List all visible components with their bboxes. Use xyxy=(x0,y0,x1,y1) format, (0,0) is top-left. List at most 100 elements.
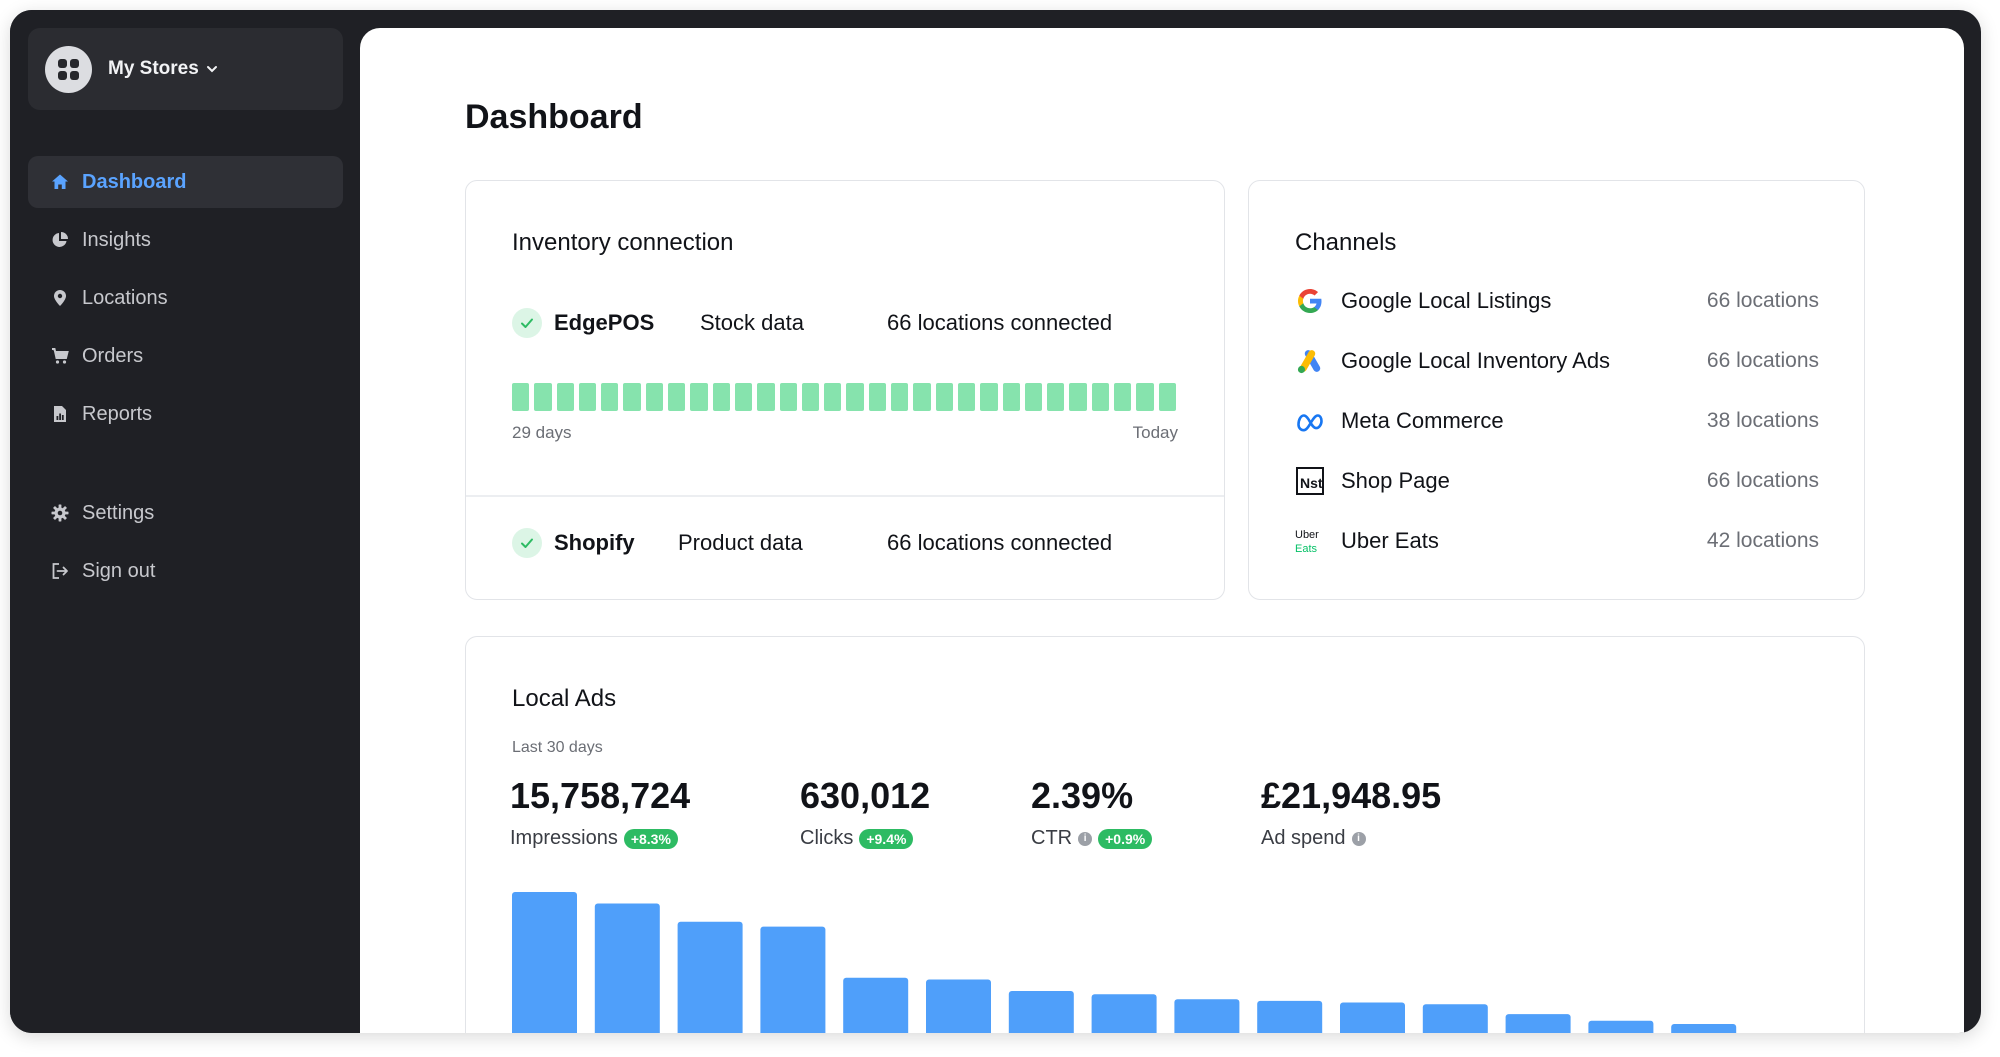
sidebar-item-label: Locations xyxy=(82,286,168,309)
uptime-segment xyxy=(712,383,730,411)
uptime-segment xyxy=(534,383,552,411)
info-icon[interactable]: i xyxy=(1351,831,1366,846)
kpi-ctr: 2.39% CTR i +0.9% xyxy=(1031,775,1153,850)
uptime-segment xyxy=(734,383,753,411)
chart-bar[interactable] xyxy=(1588,1020,1654,1033)
chart-bar[interactable] xyxy=(677,921,743,1033)
uptime-segment xyxy=(1136,383,1154,411)
chart-bar[interactable] xyxy=(926,979,991,1033)
uptime-segment xyxy=(801,383,820,411)
uptime-segment xyxy=(623,383,641,411)
info-icon[interactable]: i xyxy=(1078,831,1093,846)
sidebar-item-label: Reports xyxy=(82,402,153,425)
local-ads-card: Local Ads Last 30 days 15,758,724 Impres… xyxy=(465,636,1865,1033)
google-ads-icon xyxy=(1295,346,1325,376)
inventory-row-edgepos: EdgePOS Stock data 66 locations connecte… xyxy=(512,308,1192,338)
channel-location-count: 38 locations xyxy=(1706,409,1819,432)
report-icon xyxy=(50,404,70,424)
chart-bar[interactable] xyxy=(1671,1024,1737,1033)
channel-name: Meta Commerce xyxy=(1341,408,1504,433)
pie-chart-icon xyxy=(50,230,70,250)
channel-google-local-listings[interactable]: Google Local Listings 66 locations xyxy=(1295,283,1819,319)
channel-name: Shop Page xyxy=(1341,468,1450,493)
card-title: Channels xyxy=(1295,229,1397,256)
channel-uber-eats[interactable]: Uber Eats Uber Eats 42 locations xyxy=(1295,523,1819,559)
uptime-segment xyxy=(1069,383,1087,411)
data-type: Stock data xyxy=(700,310,804,335)
chart-bar[interactable] xyxy=(760,926,826,1033)
sidebar-item-locations[interactable]: Locations xyxy=(28,272,343,324)
chart-bar[interactable] xyxy=(1422,1004,1488,1033)
uptime-segment xyxy=(980,383,998,411)
uptime-segment xyxy=(846,383,864,411)
sidebar-item-insights[interactable]: Insights xyxy=(28,214,343,266)
channel-location-count: 42 locations xyxy=(1706,529,1819,552)
connection-status: 66 locations connected xyxy=(887,310,1113,335)
chart-bar[interactable] xyxy=(1257,1000,1323,1033)
kpi-value: £21,948.95 xyxy=(1261,775,1442,816)
uptime-segment xyxy=(935,383,953,411)
sidebar-item-reports[interactable]: Reports xyxy=(28,388,343,440)
uptime-segment xyxy=(1158,383,1176,411)
uber-eats-icon-top: Uber xyxy=(1295,529,1319,541)
data-type: Product data xyxy=(678,530,803,555)
store-name: My Stores xyxy=(108,58,199,79)
gear-icon xyxy=(50,503,70,523)
uptime-segment xyxy=(891,383,909,411)
shop-page-icon: Nst xyxy=(1295,466,1325,496)
kpi-change-badge: +8.3% xyxy=(623,828,678,849)
uptime-segment xyxy=(868,383,887,411)
local-ads-bar-chart xyxy=(512,892,1737,1033)
channel-name: Uber Eats xyxy=(1341,528,1439,553)
chart-bar[interactable] xyxy=(1091,994,1157,1033)
kpi-label: Clicks xyxy=(800,827,854,849)
google-g-icon xyxy=(1295,286,1325,316)
kpi-label: Ad spend xyxy=(1261,827,1346,849)
store-switcher[interactable]: My Stores xyxy=(28,28,343,110)
main-content: Dashboard Inventory connection EdgePOS S… xyxy=(360,28,1964,1033)
uptime-segment xyxy=(1047,383,1065,411)
channel-shop-page[interactable]: Nst Shop Page 66 locations xyxy=(1295,463,1819,499)
sidebar-item-label: Insights xyxy=(82,228,151,251)
app-window: My Stores Dashboard Insights Locations O… xyxy=(10,10,1981,1033)
uber-eats-icon-bottom: Eats xyxy=(1295,543,1318,555)
uptime-segment xyxy=(578,383,597,411)
chart-bar[interactable] xyxy=(843,977,909,1033)
kpi-change-badge: +0.9% xyxy=(1098,828,1153,849)
chart-bar[interactable] xyxy=(1505,1014,1571,1033)
uptime-segment xyxy=(1114,383,1132,411)
sidebar-item-dashboard[interactable]: Dashboard xyxy=(28,156,343,208)
check-icon xyxy=(512,308,542,338)
channel-meta-commerce[interactable]: Meta Commerce 38 locations xyxy=(1295,403,1819,439)
channel-name: Google Local Listings xyxy=(1341,288,1552,313)
chart-bar[interactable] xyxy=(1174,999,1240,1033)
chart-bar[interactable] xyxy=(594,903,660,1033)
uptime-segment xyxy=(601,383,619,411)
kpi-change-badge: +9.4% xyxy=(859,828,914,849)
shop-page-icon-text: Nst xyxy=(1300,475,1323,491)
kpi-ad-spend: £21,948.95 Ad spend i xyxy=(1261,775,1441,850)
sidebar-item-label: Dashboard xyxy=(82,170,187,193)
channels-card: Channels Google Local Listings 66 locati… xyxy=(1248,180,1865,600)
uptime-segment xyxy=(690,383,708,411)
chart-bar[interactable] xyxy=(512,892,577,1033)
channel-google-local-inventory-ads[interactable]: Google Local Inventory Ads 66 locations xyxy=(1295,343,1819,379)
channel-location-count: 66 locations xyxy=(1706,469,1819,492)
sidebar-item-label: Orders xyxy=(82,344,144,367)
sidebar-item-sign-out[interactable]: Sign out xyxy=(28,545,343,597)
sidebar: My Stores Dashboard Insights Locations O… xyxy=(10,10,360,1033)
uptime-segment xyxy=(913,383,931,411)
chart-bar[interactable] xyxy=(1340,1002,1405,1033)
divider xyxy=(466,495,1224,497)
uptime-segment xyxy=(1091,383,1110,411)
uptime-segment xyxy=(1002,383,1020,411)
uptime-segment xyxy=(1024,383,1043,411)
inventory-row-shopify: Shopify Product data 66 locations connec… xyxy=(512,528,1192,558)
uptime-segment xyxy=(512,383,530,411)
store-grid-icon xyxy=(45,45,92,93)
kpi-clicks: 630,012 Clicks +9.4% xyxy=(800,775,930,850)
sidebar-item-orders[interactable]: Orders xyxy=(28,330,343,382)
map-pin-icon xyxy=(50,288,70,308)
sidebar-item-settings[interactable]: Settings xyxy=(28,487,343,539)
chart-bar[interactable] xyxy=(1008,991,1074,1033)
